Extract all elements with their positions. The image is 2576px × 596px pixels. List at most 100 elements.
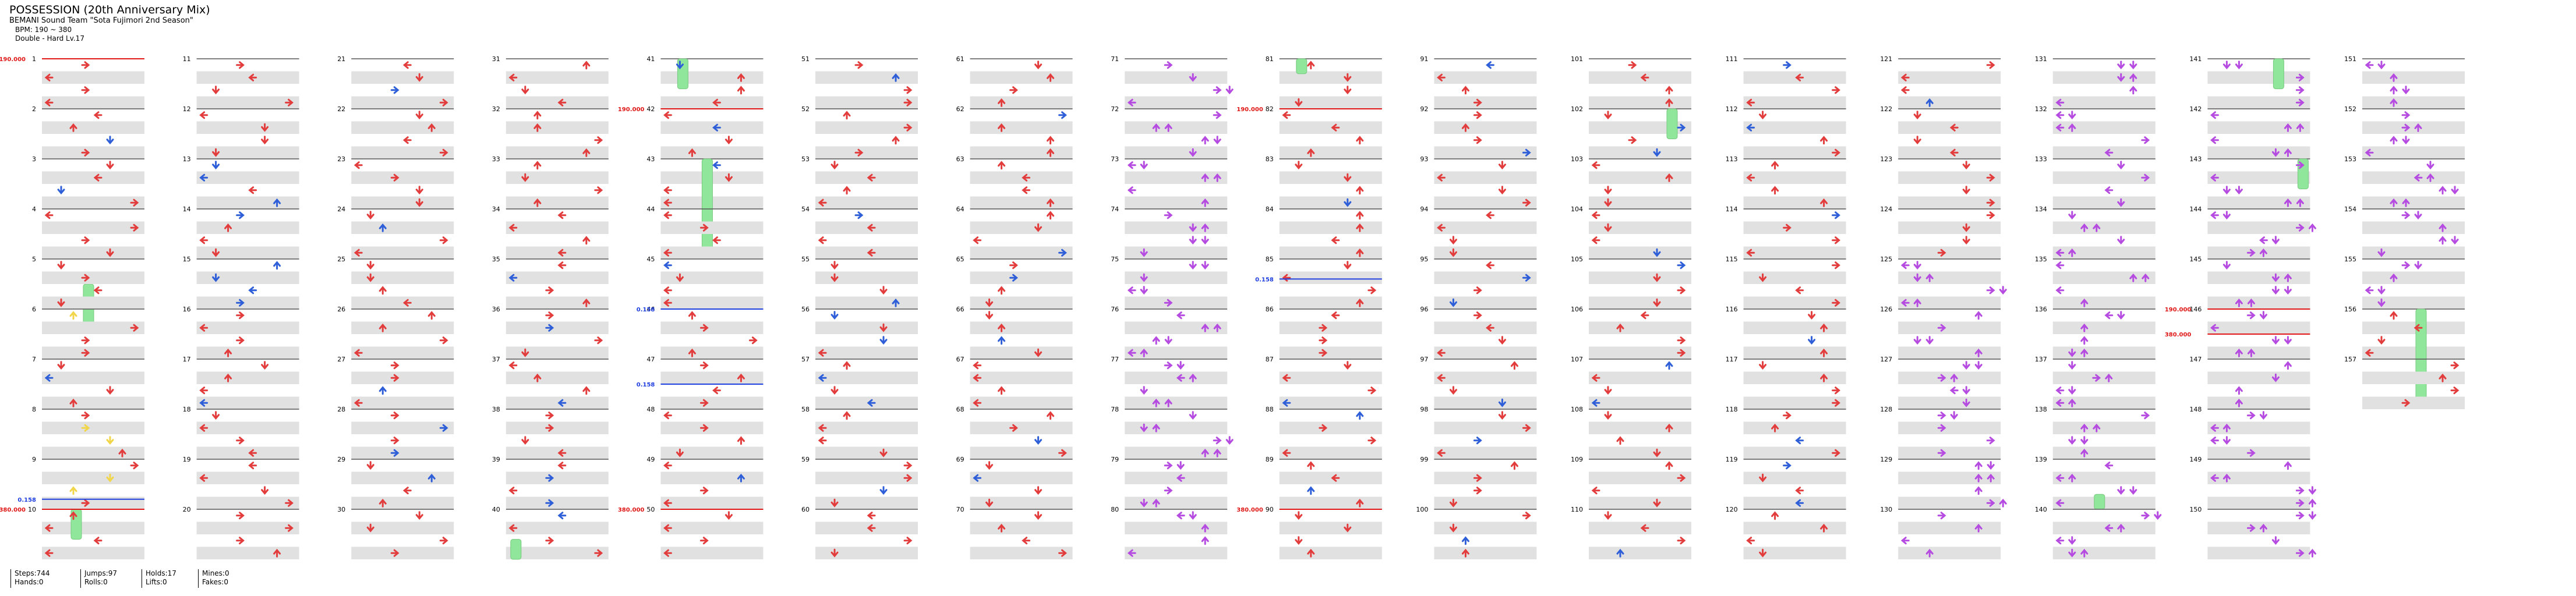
step-arrow (1986, 286, 1995, 295)
beat-shade (1125, 271, 1228, 284)
beat-shade (1589, 321, 1691, 334)
step-arrow (1201, 536, 1209, 545)
beat-shade (1279, 321, 1382, 334)
step-arrow (427, 123, 436, 132)
stat-holds: Holds:17 (146, 569, 176, 577)
measure-number: 111 (1726, 55, 1738, 63)
bpm-change-label: 190.000 (2165, 307, 2192, 313)
beat-shade (506, 396, 609, 409)
step-arrow (1319, 424, 1328, 432)
beat-shade (2052, 146, 2155, 159)
step-arrow (1974, 348, 1983, 357)
step-arrow (2365, 286, 2374, 295)
step-arrow (998, 336, 1006, 345)
step-arrow (2259, 411, 2267, 420)
measure-66: 66 (956, 306, 1073, 359)
step-arrow (2439, 236, 2447, 245)
step-arrow (1344, 523, 1352, 533)
beat-shade (196, 446, 299, 459)
step-arrow (1295, 98, 1303, 107)
step-arrow (1213, 437, 1222, 445)
step-arrow (106, 436, 114, 445)
step-arrow (2235, 298, 2243, 307)
song-title: POSSESSION (20th Anniversary Mix) (9, 3, 210, 16)
beat-shade (2207, 121, 2310, 134)
step-arrow (557, 449, 567, 457)
step-arrow (1140, 386, 1148, 395)
beat-shade (1898, 522, 2001, 534)
step-arrow (2129, 486, 2137, 495)
measure-number: 97 (1420, 356, 1428, 363)
measure-74: 74 (1111, 205, 1228, 259)
beat-shade (1279, 496, 1382, 509)
measure-number: 141 (2189, 55, 2202, 63)
beat-shade (1743, 271, 1846, 284)
beat-shade (42, 371, 144, 384)
step-arrow (903, 86, 913, 94)
beat-shade (660, 246, 764, 259)
step-arrow (1473, 111, 1482, 119)
step-arrow (1344, 261, 1352, 270)
step-arrow (2377, 336, 2386, 345)
step-arrow (2390, 273, 2398, 282)
measure-110: 110 (1571, 506, 1691, 559)
beat-shade (351, 547, 454, 559)
step-arrow (69, 311, 77, 320)
beat-shade (1434, 171, 1537, 184)
step-arrow (1034, 436, 1043, 445)
beat-shade (970, 346, 1073, 359)
step-arrow (248, 449, 257, 457)
step-arrow (2390, 86, 2398, 95)
stat-jumps-rolls: Jumps:97 Rolls:0 (80, 569, 117, 588)
step-arrow (2068, 473, 2076, 483)
beat-shade (2207, 271, 2310, 284)
beat-shade (42, 71, 144, 84)
measure-117: 117 (1726, 356, 1846, 409)
beat-shade (506, 121, 609, 134)
step-arrow (663, 211, 672, 219)
step-arrow (1449, 248, 1457, 257)
step-arrow (69, 486, 77, 495)
measure-123: 123 (1880, 155, 2001, 209)
step-arrow (2080, 323, 2089, 332)
measure-number: 61 (956, 55, 964, 63)
measure-35: 35 (492, 256, 609, 309)
measure-number: 50 (646, 506, 655, 513)
measure-number: 44 (646, 205, 655, 213)
step-arrow (1987, 473, 1995, 483)
measure-101: 101 (1571, 55, 1691, 109)
measure-155: 155 (2344, 256, 2465, 309)
measure-number: 65 (956, 256, 964, 263)
step-arrow (1937, 324, 1946, 332)
step-arrow (366, 261, 374, 270)
step-arrow (699, 537, 709, 545)
beat-shade (1898, 246, 2001, 259)
measure-3: 3 (32, 155, 144, 209)
measure-number: 73 (1111, 155, 1119, 163)
step-arrow (2210, 324, 2219, 332)
measure-75: 75 (1111, 256, 1228, 309)
measure-number: 118 (1726, 406, 1738, 413)
step-arrow (390, 86, 400, 94)
step-arrow (879, 323, 888, 332)
step-arrow (1913, 298, 1921, 307)
measure-37: 37 (492, 356, 609, 409)
step-arrow (998, 98, 1006, 107)
measure-number: 95 (1420, 256, 1428, 263)
beat-shade (1589, 346, 1691, 359)
step-arrow (2390, 73, 2398, 82)
beat-shade (1434, 121, 1537, 134)
beat-shade (351, 446, 454, 459)
step-arrow (212, 273, 220, 282)
beat-shade (2207, 522, 2310, 534)
step-arrow (1034, 223, 1043, 232)
step-arrow (2235, 386, 2243, 395)
beat-shade (1125, 146, 1228, 159)
step-arrow (1522, 148, 1531, 157)
measure-47: 47 (646, 356, 764, 409)
measure-number: 19 (183, 456, 191, 463)
step-arrow (81, 274, 90, 282)
step-arrow (2439, 186, 2447, 195)
step-arrow (533, 111, 542, 120)
measure-number: 13 (183, 155, 191, 163)
